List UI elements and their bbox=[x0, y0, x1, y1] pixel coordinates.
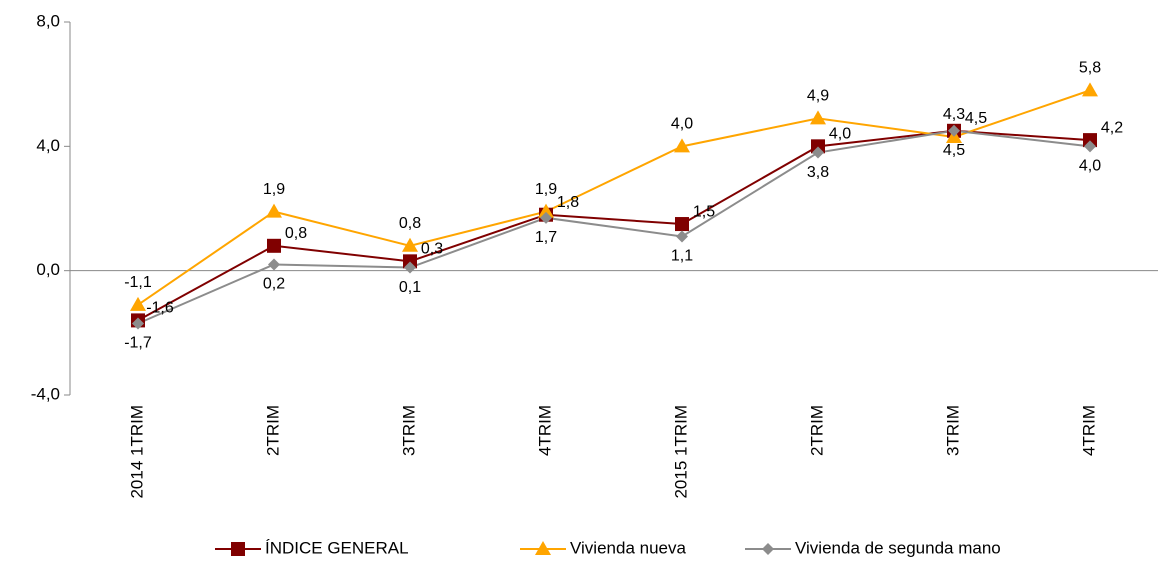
data-point bbox=[404, 261, 416, 274]
legend-label: Vivienda de segunda mano bbox=[795, 538, 1001, 557]
legend-marker bbox=[535, 541, 551, 555]
value-label: -1,1 bbox=[124, 274, 152, 291]
value-label: 4,2 bbox=[1101, 119, 1123, 136]
legend-label: Vivienda nueva bbox=[570, 538, 686, 557]
value-label: 1,9 bbox=[263, 181, 285, 198]
data-point bbox=[948, 124, 960, 137]
value-label: 4,0 bbox=[829, 126, 851, 143]
data-point bbox=[540, 211, 552, 224]
data-point bbox=[676, 230, 688, 243]
data-point bbox=[675, 217, 689, 232]
data-point bbox=[268, 258, 280, 271]
value-label: 4,0 bbox=[1079, 158, 1101, 175]
x-tick-label: 2TRIM bbox=[807, 405, 826, 456]
value-label: -1,7 bbox=[124, 335, 152, 352]
value-label: 1,1 bbox=[671, 248, 693, 265]
x-tick-label: 4TRIM bbox=[1079, 405, 1098, 456]
data-point bbox=[811, 139, 825, 154]
data-point bbox=[1082, 82, 1098, 97]
value-label: 1,9 bbox=[535, 181, 557, 198]
legend-label: ÍNDICE GENERAL bbox=[265, 538, 409, 557]
value-label: 0,8 bbox=[285, 225, 307, 242]
legend-marker bbox=[231, 542, 245, 556]
value-label: 0,8 bbox=[399, 215, 421, 232]
series-line bbox=[137, 129, 1091, 325]
y-tick-label: 0,0 bbox=[36, 260, 60, 279]
data-point bbox=[810, 110, 826, 125]
value-label: -1,6 bbox=[146, 300, 174, 317]
y-tick-label: -4,0 bbox=[31, 384, 60, 403]
data-point bbox=[403, 254, 417, 269]
value-label: 5,8 bbox=[1079, 60, 1101, 77]
data-point bbox=[538, 203, 554, 218]
data-point bbox=[674, 138, 690, 153]
value-label: 4,3 bbox=[943, 106, 965, 123]
x-tick-label: 2014 1TRIM bbox=[127, 405, 146, 499]
value-label: 4,5 bbox=[965, 110, 987, 127]
data-point bbox=[1083, 133, 1097, 148]
value-label: 1,7 bbox=[535, 229, 557, 246]
data-point bbox=[1084, 140, 1096, 153]
data-point bbox=[132, 317, 144, 330]
x-tick-label: 2015 1TRIM bbox=[671, 405, 690, 499]
y-tick-label: 4,0 bbox=[36, 136, 60, 155]
value-label: 4,0 bbox=[671, 116, 693, 133]
x-tick-label: 3TRIM bbox=[943, 405, 962, 456]
value-label: 4,9 bbox=[807, 88, 829, 105]
value-label: 0,2 bbox=[263, 276, 285, 293]
data-point bbox=[812, 146, 824, 159]
x-tick-label: 4TRIM bbox=[535, 405, 554, 456]
value-label: 0,1 bbox=[399, 279, 421, 296]
data-point bbox=[130, 296, 146, 311]
data-point bbox=[267, 238, 281, 253]
x-tick-label: 3TRIM bbox=[399, 405, 418, 456]
value-label: 1,5 bbox=[693, 203, 715, 220]
legend-marker bbox=[762, 543, 774, 555]
value-label: 1,8 bbox=[557, 194, 579, 211]
data-point bbox=[402, 237, 418, 252]
value-label: 4,5 bbox=[943, 142, 965, 159]
y-tick-label: 8,0 bbox=[36, 11, 60, 30]
x-tick-label: 2TRIM bbox=[263, 405, 282, 456]
value-label: 3,8 bbox=[807, 164, 829, 181]
value-label: 0,3 bbox=[421, 241, 443, 258]
data-point bbox=[266, 203, 282, 218]
